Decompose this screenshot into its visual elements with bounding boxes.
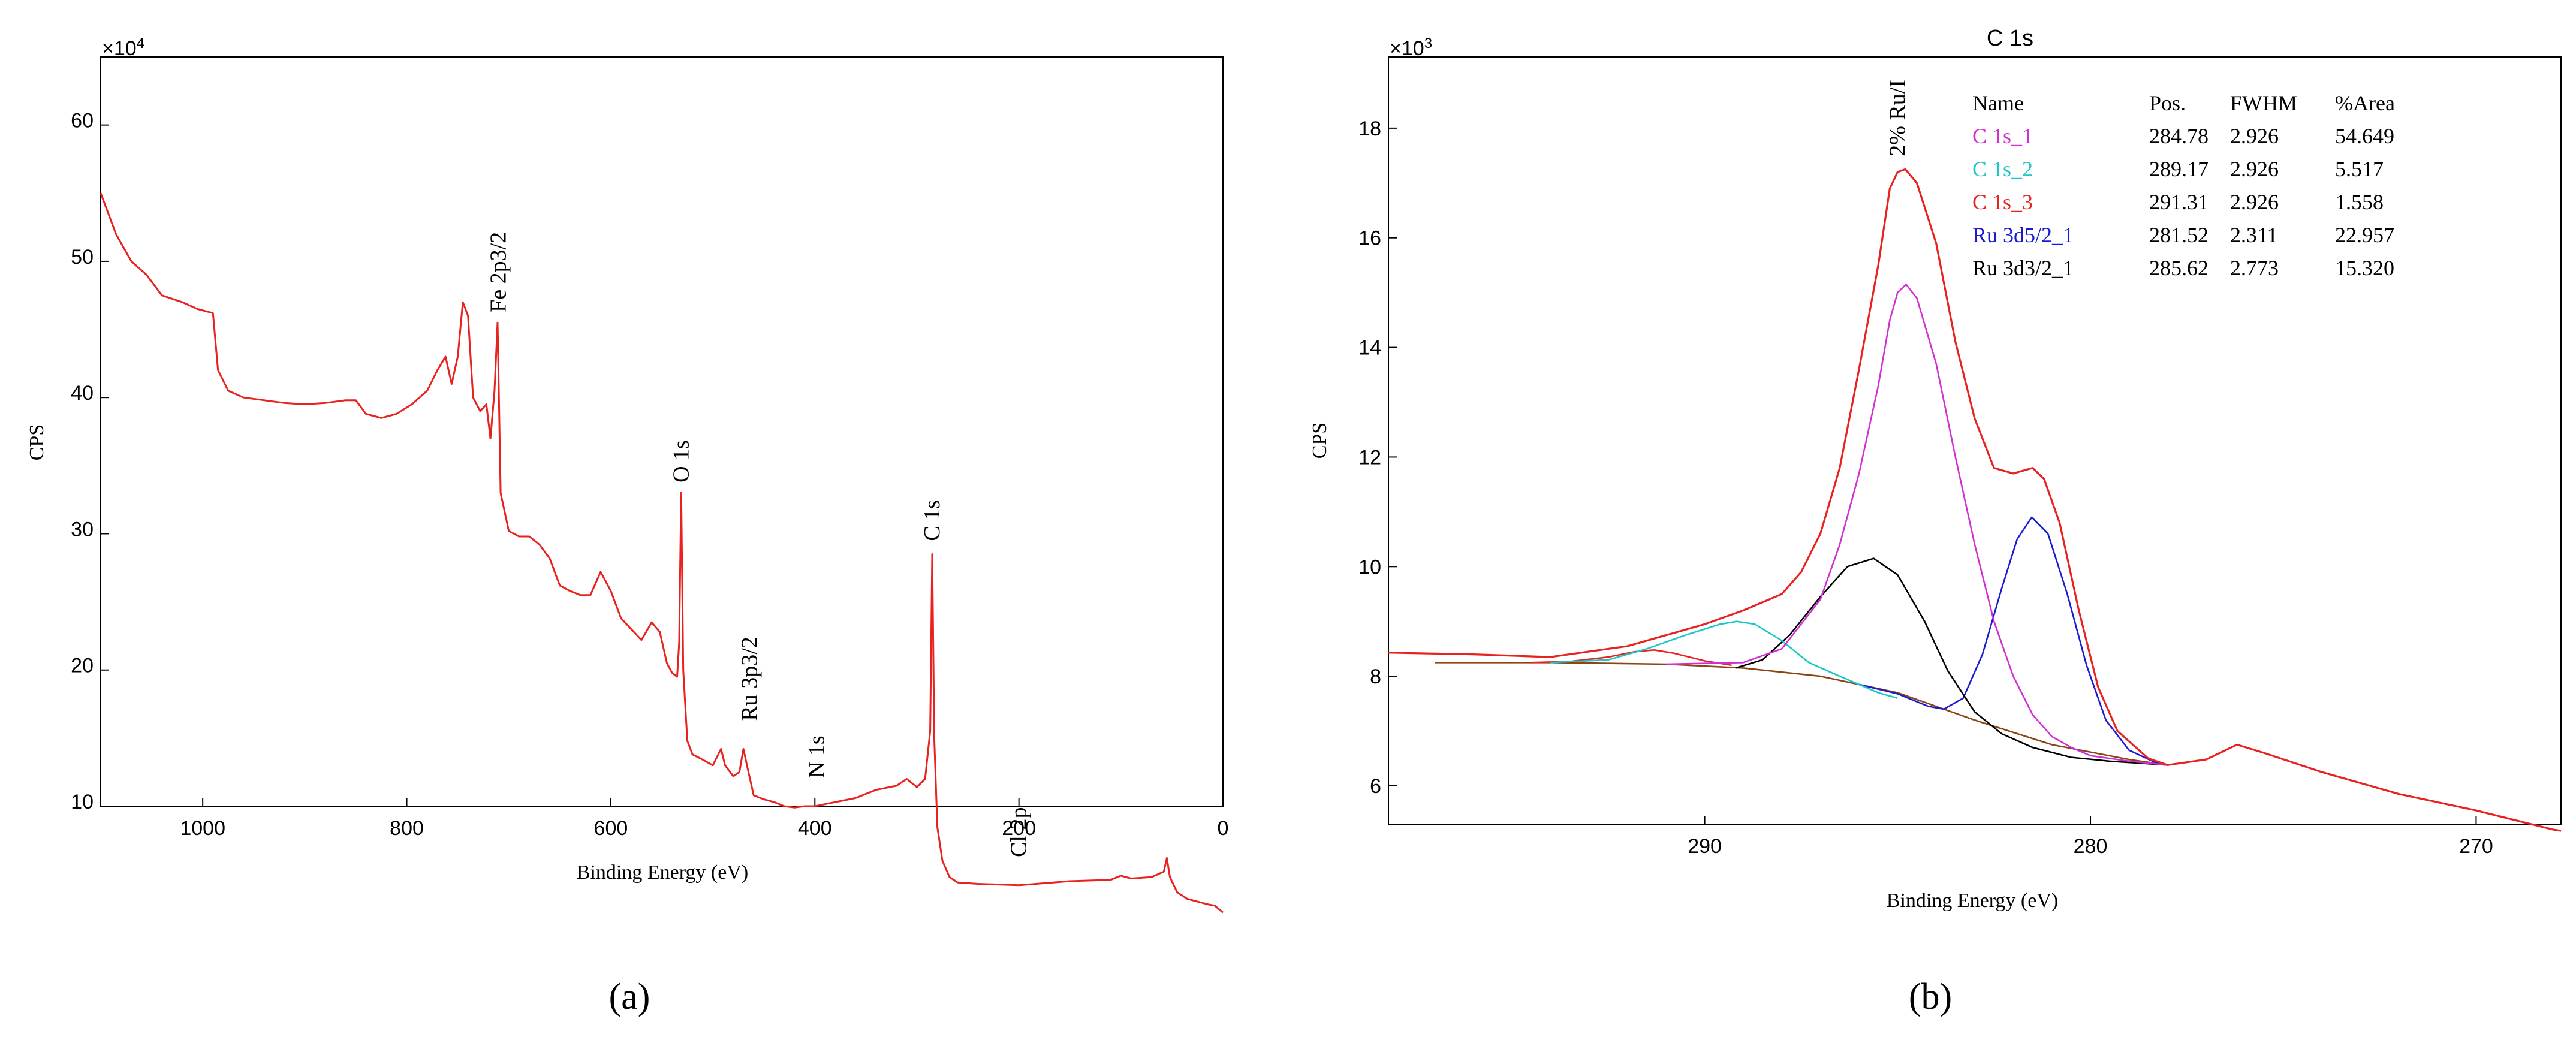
y-axis-title-b: CPS	[1309, 423, 1331, 459]
y-tick-label-a: 20	[71, 655, 94, 677]
legend-cell-pos: 285.62	[2149, 256, 2209, 280]
x-tick-label-a: 800	[390, 817, 424, 840]
y-ticks-a: 10 20 30 40 50 60	[71, 110, 109, 813]
plot-frame-a	[100, 56, 1224, 807]
legend-cell-name: Ru 3d3/2_1	[1972, 256, 2074, 280]
y-multiplier-b: ×103	[1390, 35, 1432, 60]
y-tick-label-a: 30	[71, 518, 94, 541]
legend-cell-pos: 281.52	[2149, 223, 2209, 247]
x-tick-label-a: 600	[594, 817, 628, 840]
y-tick-label-a: 10	[71, 791, 94, 813]
y-tick-label-b: 18	[1358, 117, 1381, 140]
panel-label-b: (b)	[1909, 976, 1952, 1017]
legend-cell-fwhm: 2.311	[2230, 223, 2278, 247]
x-ticks-a: 1000 800 600 400 200 0	[180, 798, 1228, 840]
legend-cell-name: C 1s_2	[1972, 157, 2033, 181]
y-tick-label-a: 40	[71, 382, 94, 405]
x-tick-label-a: 200	[1002, 817, 1036, 840]
legend-cell-name: C 1s_1	[1972, 124, 2033, 148]
survey-spectrum-line	[100, 192, 1224, 914]
fit-curve-envelope	[1388, 168, 2562, 832]
y-tick-label-b: 12	[1358, 446, 1381, 469]
legend-header: FWHM	[2230, 91, 2297, 115]
legend-cell-area: 1.558	[2335, 190, 2384, 214]
y-tick-label-b: 16	[1358, 227, 1381, 250]
legend-cell-name: Ru 3d5/2_1	[1972, 223, 2074, 247]
peak-label-b: 2% Ru/I	[1885, 80, 1910, 156]
peak-annotations-a: Fe 2p3/2 O 1s Ru 3p3/2 N 1s C 1s Cl 2p	[486, 232, 1032, 857]
legend-cell-area: 22.957	[2335, 223, 2394, 247]
c1s-spectrum-panel: C 1s ×103 6 8 10 12 14 16 18 290 280 270 2% Ru/I…	[1309, 26, 2562, 1017]
peak-annotation-a: Ru 3p3/2	[737, 637, 762, 721]
series-b	[1388, 168, 2562, 832]
legend-cell-fwhm: 2.926	[2230, 190, 2279, 214]
x-tick-label-a: 1000	[180, 817, 225, 840]
panel-label-a: (a)	[609, 976, 650, 1017]
legend-header: Name	[1972, 91, 2024, 115]
x-ticks-b: 290 280 270	[1688, 816, 2493, 858]
y-axis-title-a: CPS	[26, 424, 48, 461]
legend-cell-name: C 1s_3	[1972, 190, 2033, 214]
x-tick-label-a: 0	[1218, 817, 1229, 840]
y-tick-label-a: 60	[71, 110, 94, 132]
legend-header: Pos.	[2149, 91, 2186, 115]
legend-header: %Area	[2335, 91, 2395, 115]
y-ticks-b: 6 8 10 12 14 16 18	[1358, 117, 1397, 798]
x-tick-label-b: 290	[1688, 835, 1722, 858]
legend-cell-fwhm: 2.926	[2230, 157, 2279, 181]
peak-annotation-a: Fe 2p3/2	[486, 232, 511, 312]
y-tick-label-b: 6	[1370, 775, 1381, 798]
fit-curve-ru-3d3-2-1	[1735, 557, 2168, 766]
fit-curve-c-1s-1	[1666, 284, 2168, 766]
series-a	[100, 192, 1224, 914]
y-tick-label-b: 10	[1358, 556, 1381, 578]
fit-legend-b: Name Pos. FWHM %Area C 1s_1 284.78 2.926 54.649…	[1972, 91, 2395, 280]
fit-curve-background	[1435, 662, 2168, 766]
x-tick-label-b: 270	[2459, 835, 2493, 858]
fit-curve-ru-3d5-2-1	[1858, 516, 2168, 766]
legend-cell-pos: 289.17	[2149, 157, 2209, 181]
y-tick-label-a: 50	[71, 246, 94, 269]
plot-frame-b	[1388, 56, 2562, 825]
legend-cell-area: 54.649	[2335, 124, 2394, 148]
y-tick-label-b: 14	[1358, 337, 1381, 360]
legend-cell-pos: 284.78	[2149, 124, 2209, 148]
chart-title-b: C 1s	[1987, 26, 2033, 51]
peak-annotation-a: O 1s	[668, 440, 694, 483]
x-tick-label-a: 400	[798, 817, 832, 840]
x-tick-label-b: 280	[2074, 835, 2108, 858]
x-axis-title-b: Binding Energy (eV)	[1887, 890, 2058, 912]
legend-cell-fwhm: 2.926	[2230, 124, 2279, 148]
y-tick-label-b: 8	[1370, 665, 1381, 688]
x-axis-title-a: Binding Energy (eV)	[577, 861, 748, 884]
legend-cell-area: 15.320	[2335, 256, 2394, 280]
peak-annotation-a: Cl 2p	[1007, 807, 1032, 857]
fit-curve-c-1s-2	[1550, 620, 1898, 699]
survey-spectrum-panel: ×104 10 20 30 40 50 60 1000 800 600 400 200 0 Fe 2…	[26, 35, 1228, 1017]
peak-annotation-a: N 1s	[805, 735, 830, 778]
peak-annotation-a: C 1s	[920, 500, 945, 541]
legend-cell-area: 5.517	[2335, 157, 2384, 181]
legend-cell-pos: 291.31	[2149, 190, 2209, 214]
legend-cell-fwhm: 2.773	[2230, 256, 2279, 280]
y-multiplier-a: ×104	[102, 35, 144, 60]
